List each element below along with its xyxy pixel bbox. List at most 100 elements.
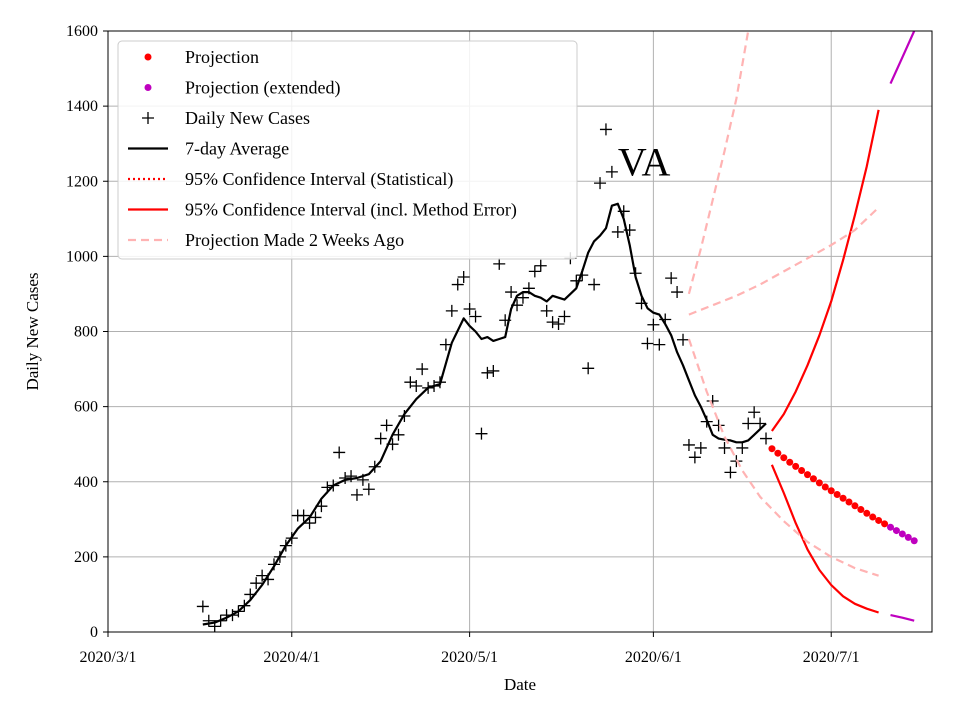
data-point-daily-new-cases — [333, 446, 346, 459]
data-point-projection — [845, 498, 853, 506]
data-point-daily-new-cases — [760, 432, 773, 445]
data-point-projection — [780, 454, 788, 462]
data-point-daily-new-cases — [303, 517, 316, 530]
data-point-projection — [857, 506, 865, 514]
legend-label-projection-extended: Projection (extended) — [185, 78, 340, 99]
data-point-daily-new-cases — [724, 466, 737, 479]
data-point-daily-new-cases — [380, 419, 393, 432]
legend-marker-projection-extended — [144, 84, 152, 91]
legend-label-daily-new-cases: Daily New Cases — [185, 108, 310, 128]
data-point-daily-new-cases — [594, 177, 607, 190]
data-point-daily-new-cases — [297, 509, 310, 522]
data-point-daily-new-cases — [736, 441, 749, 454]
data-point-projection — [804, 471, 812, 479]
data-point-projection — [821, 483, 829, 491]
series-line-95-ci-incl-method-error-upper — [771, 109, 880, 432]
series-line-7-day-average — [202, 202, 767, 626]
data-point-daily-new-cases — [694, 441, 707, 454]
data-point-daily-new-cases — [588, 278, 601, 291]
data-point-daily-new-cases — [611, 225, 624, 238]
data-point-projection — [875, 516, 883, 524]
y-tick-label: 600 — [74, 399, 98, 416]
data-point-daily-new-cases — [528, 265, 541, 278]
data-point-daily-new-cases — [445, 304, 458, 317]
data-point-daily-new-cases — [754, 417, 767, 430]
data-point-projection — [786, 458, 794, 466]
x-tick-label: 2020/3/1 — [80, 649, 137, 666]
data-point-projection-extended — [892, 527, 900, 535]
y-tick-label: 200 — [74, 549, 98, 566]
data-point-daily-new-cases — [463, 302, 476, 315]
data-point-projection — [851, 502, 859, 510]
data-point-daily-new-cases — [570, 274, 583, 287]
series-line-95-ci-lower-extended — [890, 614, 915, 622]
data-point-projection — [869, 513, 877, 521]
data-point-daily-new-cases — [558, 310, 571, 323]
x-tick-label: 2020/7/1 — [803, 649, 860, 666]
legend-label-projection-made-2-weeks-ago: Projection Made 2 Weeks Ago — [185, 230, 404, 250]
plot-series — [196, 31, 918, 632]
data-point-daily-new-cases — [451, 278, 464, 291]
data-point-daily-new-cases — [362, 483, 375, 496]
data-point-daily-new-cases — [516, 291, 529, 304]
data-point-projection — [839, 494, 847, 502]
data-point-projection — [809, 475, 817, 483]
data-point-projection — [881, 520, 889, 528]
data-point-daily-new-cases — [546, 316, 559, 329]
plot-frame — [107, 30, 933, 633]
data-point-daily-new-cases — [345, 470, 358, 483]
data-point-projection — [827, 487, 835, 495]
data-point-daily-new-cases — [392, 428, 405, 441]
series-line-projection-made-2-weeks-ago-lower — [687, 338, 879, 577]
data-point-daily-new-cases — [671, 286, 684, 299]
legend-marker-projection — [144, 53, 152, 61]
data-point-daily-new-cases — [196, 600, 209, 613]
data-point-daily-new-cases — [712, 419, 725, 432]
series-line-projection-made-2-weeks-ago-upper — [687, 31, 750, 295]
data-point-projection — [863, 509, 871, 517]
data-point-daily-new-cases — [505, 286, 518, 299]
data-point-projection — [798, 466, 806, 474]
series-line-projection-made-2-weeks-ago-center — [688, 206, 880, 316]
legend-label-95-confidence-interval-incl-method-error: 95% Confidence Interval (incl. Method Er… — [185, 200, 517, 221]
data-point-projection-extended — [910, 537, 918, 545]
data-point-daily-new-cases — [605, 165, 618, 178]
data-point-daily-new-cases — [469, 310, 482, 323]
y-tick-label: 400 — [74, 474, 98, 491]
series-line-95-ci-incl-method-error-lower — [770, 464, 879, 614]
y-tick-label: 1400 — [66, 98, 98, 115]
y-tick-label: 1200 — [66, 173, 98, 190]
axes: 2020/3/1 2020/4/1 2020/5/1 2020/6/1 2020/7/1… — [66, 23, 933, 666]
data-point-daily-new-cases — [309, 511, 322, 524]
data-point-daily-new-cases — [339, 471, 352, 484]
x-tick-label: 2020/4/1 — [263, 649, 320, 666]
data-point-daily-new-cases — [677, 333, 690, 346]
x-tick-label: 2020/5/1 — [441, 649, 498, 666]
y-axis-title: Daily New Cases — [23, 272, 42, 390]
data-point-daily-new-cases — [599, 123, 612, 136]
data-point-daily-new-cases — [475, 427, 488, 440]
data-point-daily-new-cases — [493, 257, 506, 270]
data-point-daily-new-cases — [202, 614, 215, 627]
data-point-daily-new-cases — [641, 337, 654, 350]
data-point-daily-new-cases — [552, 317, 565, 330]
data-point-daily-new-cases — [457, 271, 470, 284]
data-point-projection-extended — [887, 523, 895, 531]
data-point-daily-new-cases — [534, 259, 547, 272]
legend-label-95-confidence-interval-statistical: 95% Confidence Interval (Statistical) — [185, 169, 453, 190]
data-point-daily-new-cases — [647, 318, 660, 331]
y-tick-label: 0 — [90, 624, 98, 641]
data-point-daily-new-cases — [540, 304, 553, 317]
data-point-daily-new-cases — [748, 406, 761, 419]
data-point-daily-new-cases — [688, 451, 701, 464]
legend-box — [117, 40, 578, 260]
data-point-daily-new-cases — [416, 363, 429, 376]
data-point-daily-new-cases — [374, 432, 387, 445]
data-point-daily-new-cases — [250, 577, 263, 590]
data-point-projection-extended — [904, 533, 912, 541]
data-point-projection — [792, 462, 800, 470]
y-tick-label: 1600 — [66, 23, 98, 40]
data-point-projection — [768, 445, 776, 453]
